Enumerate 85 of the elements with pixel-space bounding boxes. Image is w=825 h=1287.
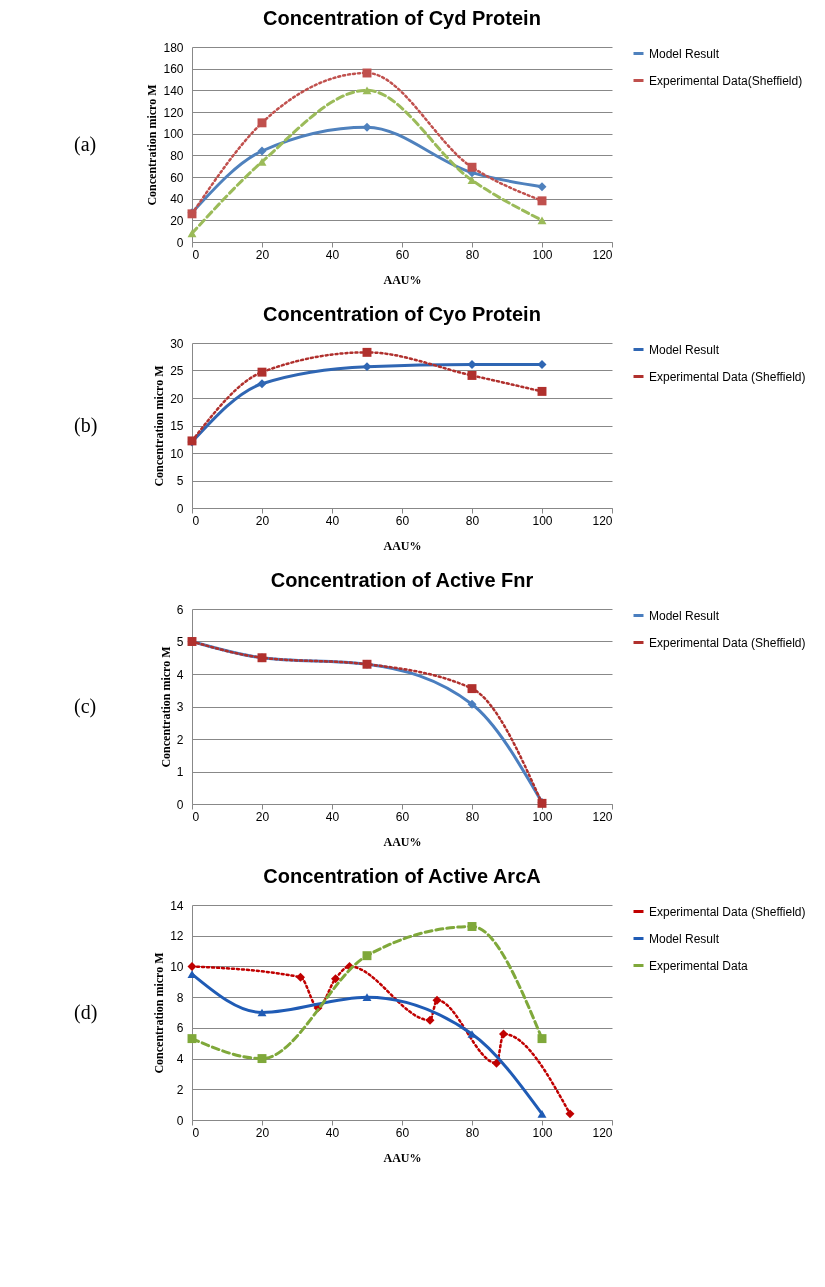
legend-label: Experimental Data (Sheffield) — [649, 635, 806, 650]
y-tick-label: 5 — [176, 635, 184, 649]
x-tick-label: 100 — [532, 809, 553, 824]
y-axis-title: Concentration micro M — [152, 365, 167, 487]
y-tick-label: 160 — [163, 62, 184, 77]
chart-title: Concentration of Cyo Protein — [263, 303, 541, 325]
x-tick-label: 40 — [325, 247, 340, 262]
y-tick-label: 14 — [170, 898, 184, 913]
legend-label: Model Result — [649, 342, 720, 357]
x-tick-label: 120 — [592, 809, 613, 824]
y-tick-label: 10 — [170, 446, 184, 461]
x-tick-label: 0 — [192, 1125, 200, 1140]
x-tick-label: 120 — [592, 1125, 613, 1140]
legend-label: Model Result — [649, 608, 720, 623]
legend-label: Experimental Data (Sheffield) — [649, 369, 806, 384]
y-axis-title: Concentration micro M — [145, 84, 160, 206]
x-tick-label: 120 — [592, 513, 613, 528]
legend-label: Model Result — [649, 46, 720, 61]
x-tick-label: 20 — [255, 1125, 270, 1140]
x-axis-title: AAU% — [383, 834, 422, 849]
x-tick-label: 60 — [395, 247, 410, 262]
legend-label: Model Result — [649, 931, 720, 946]
y-tick-label: 180 — [163, 40, 184, 55]
text: (a) — [74, 132, 97, 156]
y-tick-label: 2 — [176, 1082, 184, 1097]
x-tick-label: 40 — [325, 809, 340, 824]
y-tick-label: 4 — [176, 1052, 184, 1067]
x-axis-title: AAU% — [383, 1150, 422, 1165]
x-tick-label: 80 — [465, 513, 480, 528]
y-tick-label: 0 — [176, 797, 184, 812]
y-tick-label: 30 — [170, 336, 184, 351]
text: (b) — [74, 413, 98, 437]
x-tick-label: 80 — [465, 809, 480, 824]
text: (c) — [74, 694, 97, 718]
x-tick-label: 60 — [395, 1125, 410, 1140]
y-tick-label: 6 — [176, 602, 184, 617]
x-tick-label: 0 — [192, 513, 200, 528]
x-tick-label: 100 — [532, 1125, 553, 1140]
legend-label: Experimental Data — [649, 958, 749, 973]
y-tick-label: 40 — [170, 192, 184, 207]
x-tick-label: 20 — [255, 513, 270, 528]
y-tick-label: 3 — [176, 700, 184, 714]
x-tick-label: 60 — [395, 513, 410, 528]
y-axis-title: Concentration micro M — [158, 646, 173, 768]
x-tick-label: 40 — [325, 1125, 340, 1140]
y-tick-label: 6 — [176, 1021, 184, 1036]
y-tick-label: 4 — [176, 667, 184, 682]
x-tick-label: 100 — [532, 513, 553, 528]
x-tick-label: 80 — [465, 247, 480, 262]
y-tick-label: 0 — [176, 1113, 184, 1128]
x-tick-label: 100 — [532, 247, 553, 262]
x-tick-label: 80 — [465, 1125, 480, 1140]
chart-title: Concentration of Cyd Protein — [263, 7, 541, 29]
y-tick-label: 10 — [170, 959, 184, 974]
y-tick-label: 80 — [170, 148, 184, 163]
y-tick-label: 15 — [170, 419, 184, 433]
y-tick-label: 1 — [176, 765, 184, 779]
x-tick-label: 20 — [255, 809, 270, 824]
x-tick-label: 40 — [325, 513, 340, 528]
y-tick-label: 100 — [163, 127, 184, 142]
y-tick-label: 20 — [170, 213, 184, 228]
y-tick-label: 120 — [163, 105, 184, 120]
y-tick-label: 5 — [176, 474, 184, 488]
x-tick-label: 0 — [192, 247, 200, 262]
legend-label: Experimental Data(Sheffield) — [649, 73, 803, 88]
legend-label: Experimental Data (Sheffield) — [649, 904, 806, 919]
x-tick-label: 120 — [592, 247, 613, 262]
chart-title: Concentration of Active Fnr — [270, 569, 534, 591]
y-tick-label: 20 — [170, 391, 184, 406]
y-tick-label: 0 — [176, 235, 184, 250]
y-tick-label: 12 — [170, 929, 184, 944]
text: (d) — [74, 1000, 98, 1024]
y-tick-label: 60 — [170, 170, 184, 185]
y-tick-label: 8 — [176, 990, 184, 1005]
y-axis-title: Concentration micro M — [152, 952, 167, 1074]
y-tick-label: 25 — [170, 364, 184, 378]
x-axis-title: AAU% — [383, 538, 422, 553]
x-axis-title: AAU% — [383, 272, 422, 287]
x-tick-label: 0 — [192, 809, 200, 824]
y-tick-label: 2 — [176, 732, 184, 747]
x-tick-label: 60 — [395, 809, 410, 824]
y-tick-label: 0 — [176, 501, 184, 516]
x-tick-label: 20 — [255, 247, 270, 262]
chart-title: Concentration of Active ArcA — [263, 865, 541, 887]
y-tick-label: 140 — [163, 83, 184, 98]
